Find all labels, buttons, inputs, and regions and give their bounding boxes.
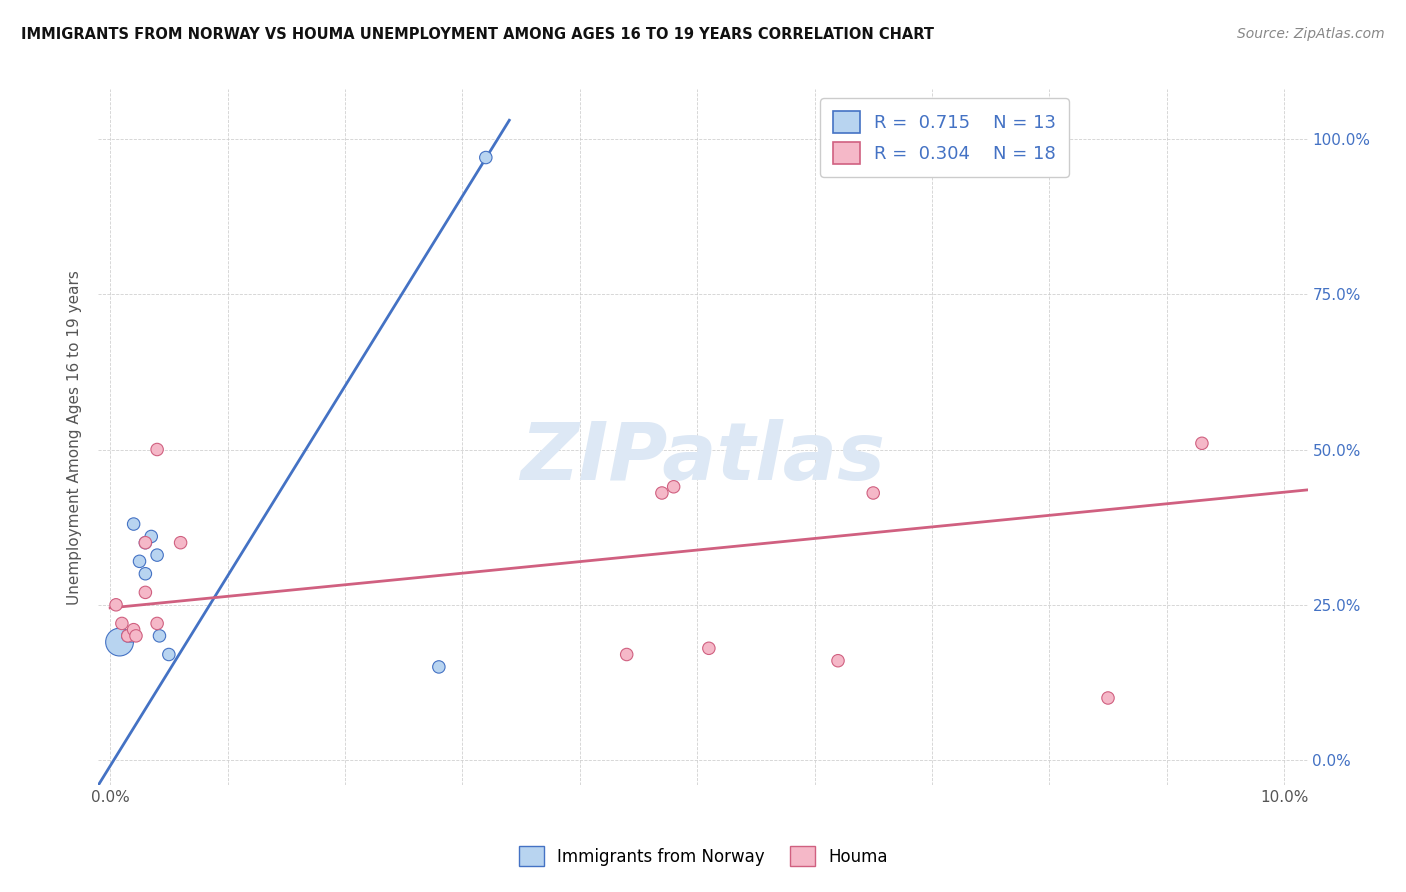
Text: Source: ZipAtlas.com: Source: ZipAtlas.com	[1237, 27, 1385, 41]
Point	[134, 566, 156, 581]
Legend: Immigrants from Norway, Houma: Immigrants from Norway, Houma	[510, 838, 896, 875]
Point	[169, 535, 191, 549]
Point	[141, 529, 163, 543]
Point	[111, 616, 134, 631]
Point	[108, 635, 131, 649]
Point	[134, 585, 156, 599]
Text: ZIPatlas: ZIPatlas	[520, 419, 886, 497]
Y-axis label: Unemployment Among Ages 16 to 19 years: Unemployment Among Ages 16 to 19 years	[67, 269, 83, 605]
Point	[117, 629, 139, 643]
Legend: R =  0.715    N = 13, R =  0.304    N = 18: R = 0.715 N = 13, R = 0.304 N = 18	[820, 98, 1069, 177]
Point	[651, 486, 673, 500]
Point	[862, 486, 884, 500]
Point	[616, 648, 638, 662]
Point	[122, 623, 145, 637]
Point	[120, 629, 142, 643]
Point	[117, 629, 139, 643]
Point	[146, 548, 169, 562]
Point	[146, 616, 169, 631]
Point	[134, 535, 156, 549]
Point	[157, 648, 180, 662]
Point	[146, 442, 169, 457]
Point	[105, 598, 128, 612]
Point	[128, 554, 150, 568]
Point	[1191, 436, 1213, 450]
Point	[475, 151, 498, 165]
Point	[662, 480, 685, 494]
Point	[697, 641, 720, 656]
Point	[122, 516, 145, 531]
Point	[134, 535, 156, 549]
Point	[827, 654, 849, 668]
Text: IMMIGRANTS FROM NORWAY VS HOUMA UNEMPLOYMENT AMONG AGES 16 TO 19 YEARS CORRELATI: IMMIGRANTS FROM NORWAY VS HOUMA UNEMPLOY…	[21, 27, 934, 42]
Point	[125, 629, 148, 643]
Point	[148, 629, 170, 643]
Point	[1097, 690, 1119, 705]
Point	[427, 660, 450, 674]
